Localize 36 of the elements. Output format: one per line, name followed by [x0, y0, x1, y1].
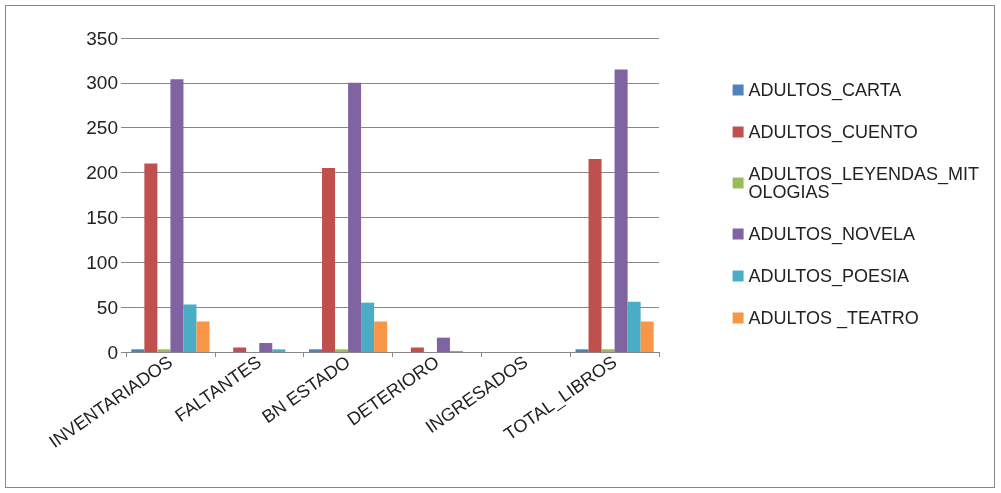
legend-label: ADULTOS_POESIA — [748, 266, 909, 287]
bar — [436, 337, 450, 352]
bar — [361, 302, 375, 352]
bar — [410, 347, 424, 352]
bar — [183, 304, 197, 352]
y-tick-label: 150 — [86, 206, 118, 228]
y-tick-label: 100 — [86, 251, 118, 273]
bar — [131, 349, 145, 352]
bar — [374, 321, 388, 352]
legend-label: ADULTOS_CARTA — [748, 80, 902, 101]
bar — [335, 349, 349, 352]
bar — [588, 159, 602, 352]
bar — [627, 301, 641, 352]
legend-label: ADULTOS _TEATRO — [748, 308, 919, 329]
bar — [640, 321, 654, 352]
bar — [272, 349, 286, 352]
bar — [348, 82, 362, 352]
legend-label: ADULTOS_CUENTO — [748, 122, 918, 143]
bar — [614, 69, 628, 352]
y-tick-label: 300 — [86, 72, 118, 94]
legend-label: ADULTOS_NOVELA — [748, 224, 915, 245]
bar — [309, 349, 323, 352]
y-tick-label: 250 — [86, 117, 118, 139]
bar — [601, 349, 615, 352]
bar — [157, 349, 171, 352]
bar — [233, 347, 247, 352]
bar — [575, 349, 589, 352]
y-tick-label: 200 — [86, 162, 118, 184]
bar — [144, 163, 158, 352]
legend-label: ADULTOS_LEYENDAS_MITOLOGIAS — [748, 164, 979, 202]
y-tick-label: 350 — [86, 27, 118, 49]
bar — [259, 343, 273, 352]
bar — [322, 168, 336, 352]
bar — [196, 321, 210, 352]
y-tick-label: 50 — [96, 296, 118, 318]
bar — [170, 79, 184, 352]
